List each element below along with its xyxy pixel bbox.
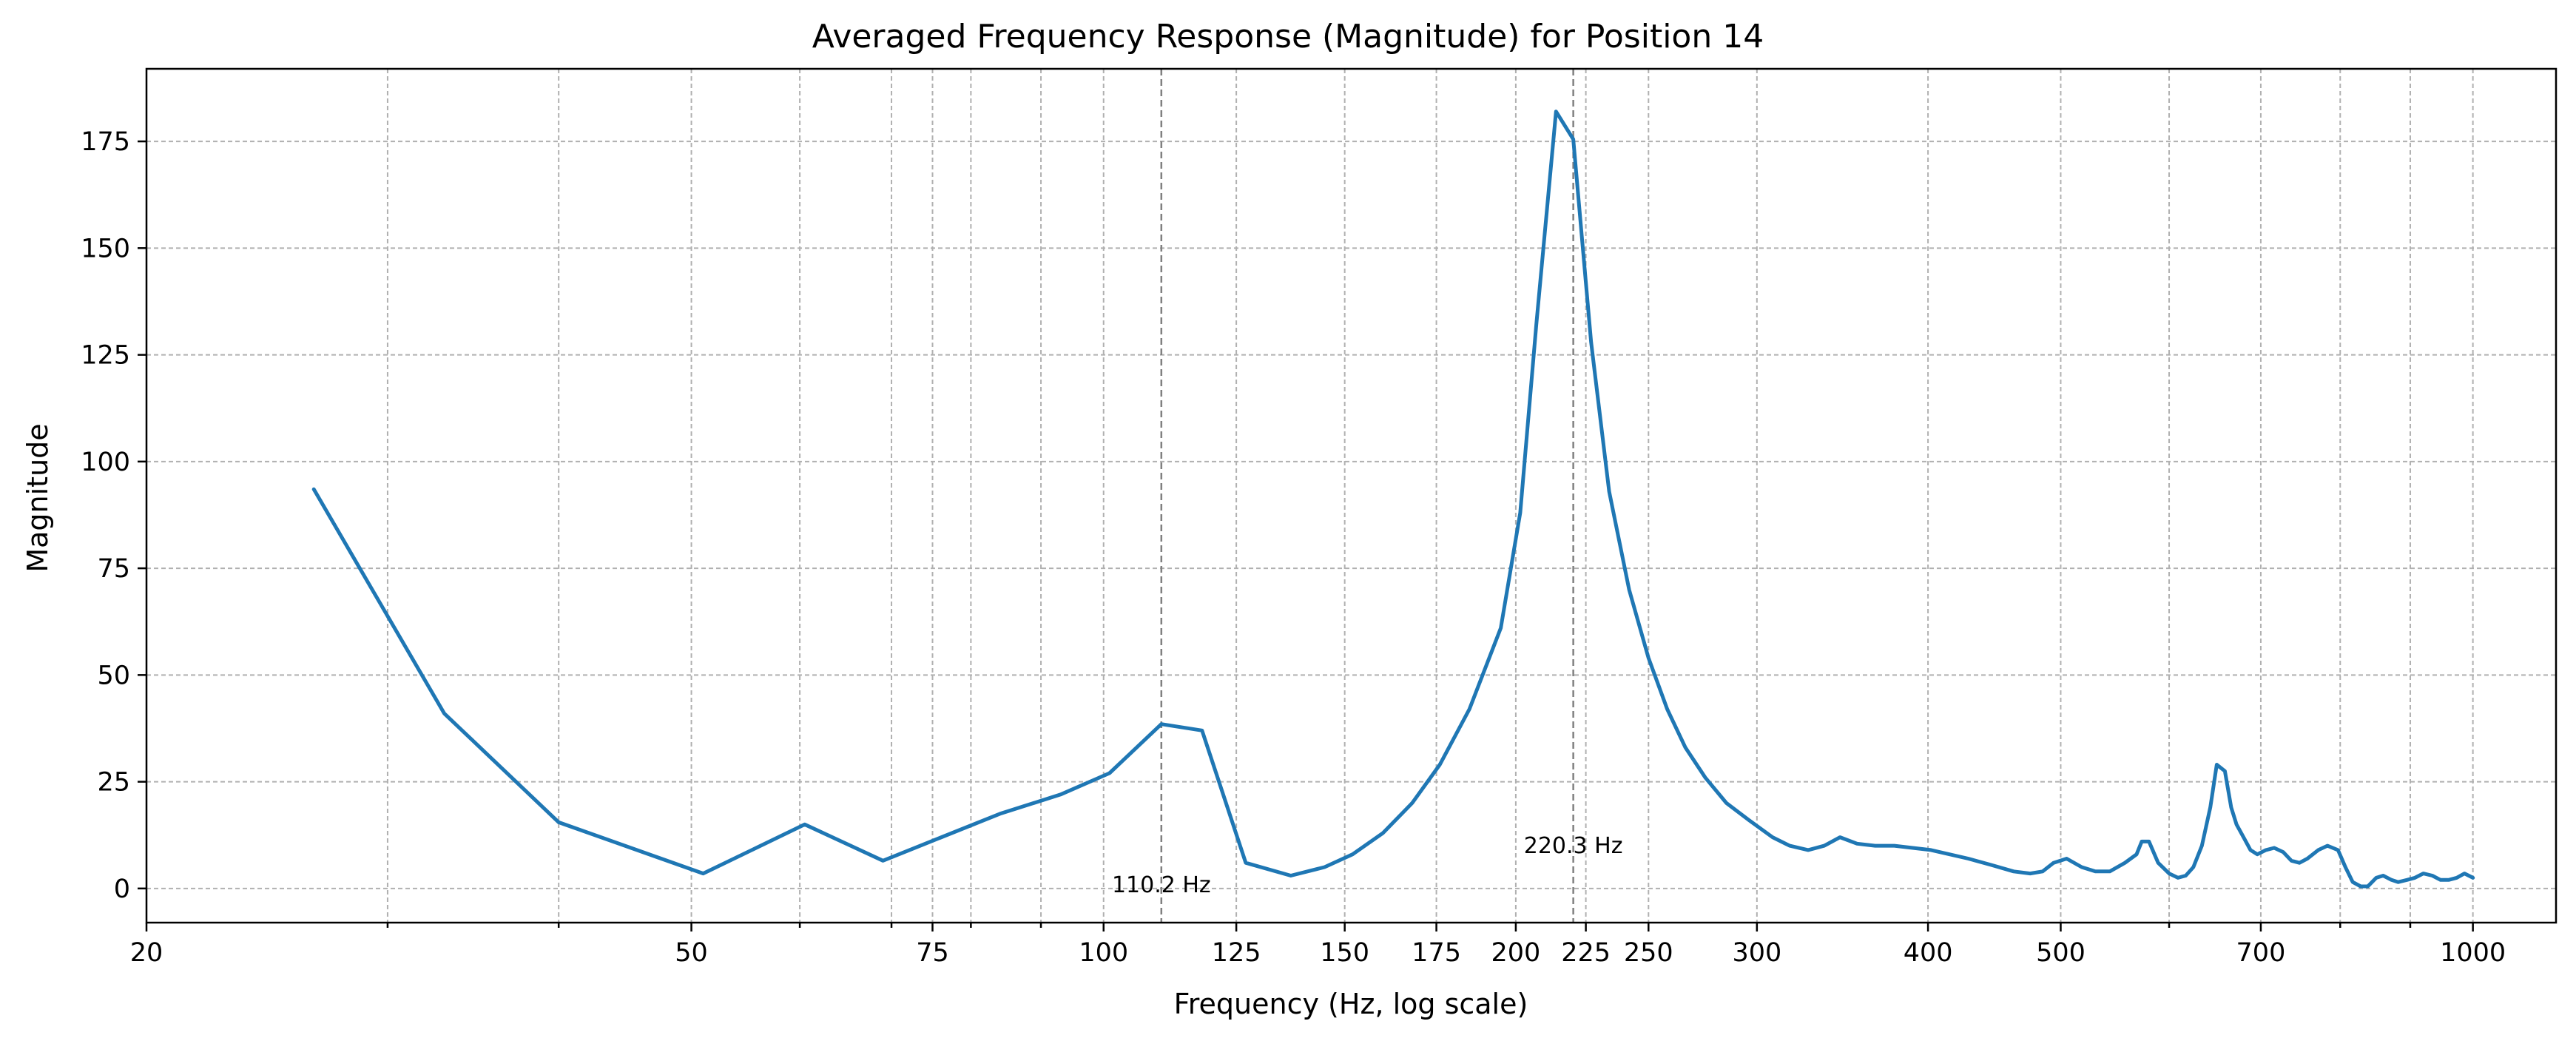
x-axis-label: Frequency (Hz, log scale) [1174, 988, 1528, 1020]
y-tick-label: 100 [81, 448, 130, 477]
x-tick-label: 700 [2236, 938, 2286, 968]
x-tick-label: 50 [675, 938, 708, 968]
y-tick-label: 75 [97, 554, 130, 584]
y-tick-label: 175 [81, 127, 130, 157]
x-tick-label: 75 [916, 938, 949, 968]
y-tick-label: 25 [97, 768, 130, 798]
grid [146, 69, 2556, 923]
x-tick-label: 200 [1491, 938, 1541, 968]
chart-title: Averaged Frequency Response (Magnitude) … [812, 18, 1764, 55]
x-tick-label: 175 [1412, 938, 1461, 968]
x-tick-label: 225 [1561, 938, 1611, 968]
y-axis-label: Magnitude [21, 423, 54, 572]
magnitude-series-line [311, 110, 2475, 889]
x-tick-label: 1000 [2440, 938, 2506, 968]
y-tick-label: 150 [81, 234, 130, 263]
peak-annotation: 220.3 Hz [1524, 833, 1623, 859]
series-layer [311, 110, 2475, 889]
x-tick-label: 100 [1079, 938, 1128, 968]
plot-frame [145, 67, 2558, 924]
y-tick-label: 0 [114, 875, 130, 904]
y-tick-label: 50 [97, 661, 130, 690]
x-tick-label: 20 [130, 938, 163, 968]
x-tick-label: 150 [1320, 938, 1369, 968]
x-tick-label: 300 [1732, 938, 1781, 968]
y-tick-label: 125 [81, 341, 130, 371]
x-tick-label: 125 [1212, 938, 1261, 968]
annotations: 110.2 Hz 220.3 Hz [1112, 833, 1623, 898]
x-tick-label: 500 [2036, 938, 2086, 968]
y-axis: 0 25 50 75 100 125 150 175 [81, 127, 146, 904]
x-tick-label: 400 [1904, 938, 1953, 968]
reference-lines [1160, 69, 1574, 923]
x-axis: 20 50 75 100 125 150 175 200 225 250 300 400 500 700 1… [130, 923, 2506, 968]
peak-annotation: 110.2 Hz [1112, 872, 1211, 898]
x-tick-label: 250 [1624, 938, 1673, 968]
